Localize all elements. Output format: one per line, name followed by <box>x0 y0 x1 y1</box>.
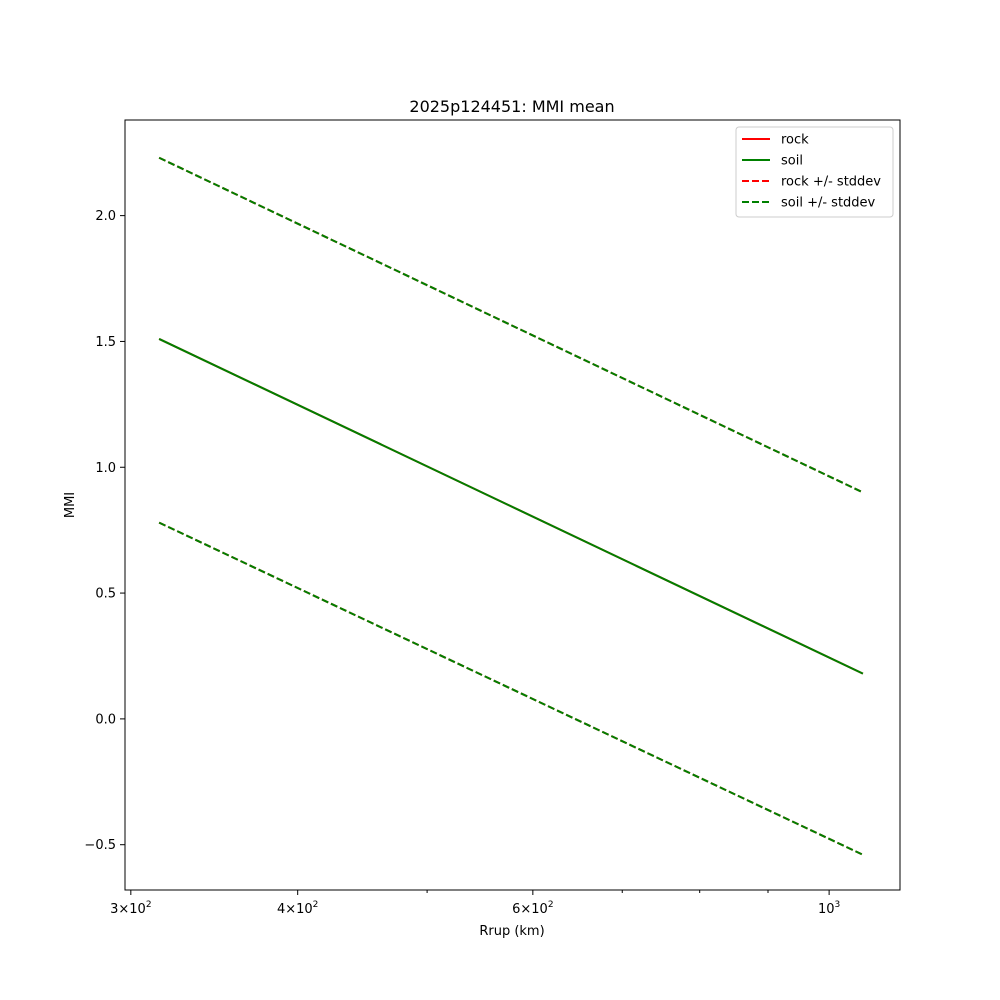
legend-label-3: soil +/- stddev <box>781 196 876 211</box>
plot-area <box>158 156 864 856</box>
series-line-1 <box>158 338 864 675</box>
y-tick-label-2: 0.5 <box>95 587 116 602</box>
y-tick-label-4: 1.5 <box>95 335 116 350</box>
legend-label-0: rock <box>781 133 809 148</box>
x-tick-label-1: 4×102 <box>277 900 318 917</box>
x-tick-label-3: 103 <box>818 900 840 917</box>
y-axis-label: MMI <box>63 492 78 518</box>
y-tick-label-0: −0.5 <box>84 838 116 853</box>
axes: 3×102 4×102 6×102 103 −0.5 0.0 0.5 1.0 1.5 2.0 <box>84 119 901 917</box>
plot-frame <box>124 119 901 891</box>
legend: rock soil rock +/- stddev soil +/- stddev <box>735 126 894 218</box>
x-tick-label-2: 6×102 <box>512 900 553 917</box>
x-axis-label: Rrup (km) <box>479 924 544 939</box>
x-tick-label-0: 3×102 <box>110 900 151 917</box>
legend-label-1: soil <box>781 154 803 169</box>
legend-box <box>735 126 894 218</box>
y-tick-label-3: 1.0 <box>95 461 116 476</box>
y-tick-label-1: 0.0 <box>95 712 116 727</box>
y-tick-label-5: 2.0 <box>95 209 116 224</box>
chart-title: 2025p124451: MMI mean <box>409 97 614 116</box>
legend-label-2: rock +/- stddev <box>781 175 881 190</box>
